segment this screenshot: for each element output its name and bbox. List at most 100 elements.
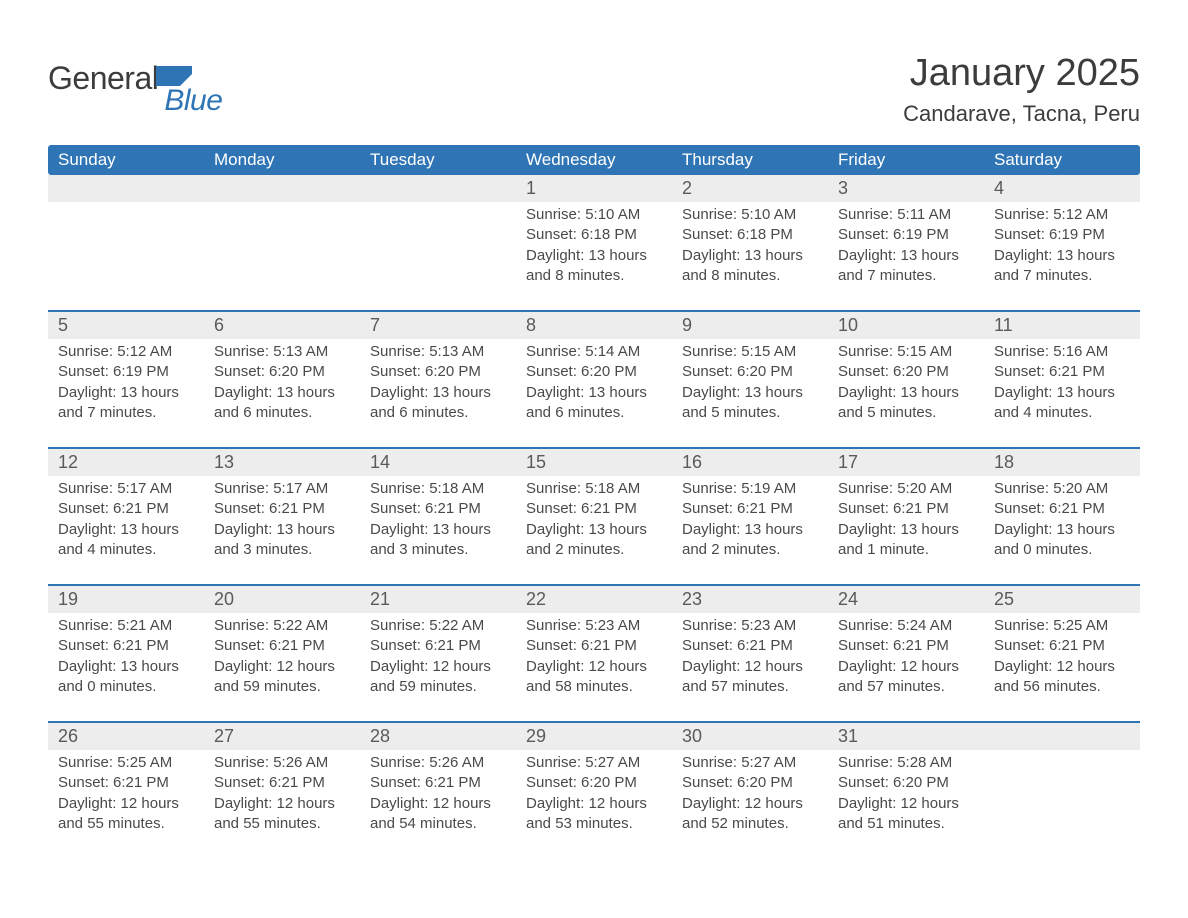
day-number: 23 xyxy=(672,586,828,613)
sunset-text: Sunset: 6:21 PM xyxy=(214,773,350,793)
day-data-row: Sunrise: 5:12 AM Sunset: 6:19 PM Dayligh… xyxy=(48,339,1140,429)
day-number: 1 xyxy=(516,175,672,202)
day-number: 9 xyxy=(672,312,828,339)
daylight-text: Daylight: 12 hours and 58 minutes. xyxy=(526,657,662,698)
sunrise-text: Sunrise: 5:22 AM xyxy=(214,616,350,636)
day-number: 6 xyxy=(204,312,360,339)
day-cell: Sunrise: 5:23 AM Sunset: 6:21 PM Dayligh… xyxy=(516,613,672,703)
sunset-text: Sunset: 6:19 PM xyxy=(838,225,974,245)
sunset-text: Sunset: 6:18 PM xyxy=(682,225,818,245)
day-cell: Sunrise: 5:26 AM Sunset: 6:21 PM Dayligh… xyxy=(204,750,360,840)
sunset-text: Sunset: 6:21 PM xyxy=(214,499,350,519)
day-cell: Sunrise: 5:21 AM Sunset: 6:21 PM Dayligh… xyxy=(48,613,204,703)
sunset-text: Sunset: 6:21 PM xyxy=(838,499,974,519)
sunrise-text: Sunrise: 5:15 AM xyxy=(838,342,974,362)
day-number: 5 xyxy=(48,312,204,339)
sunrise-text: Sunrise: 5:25 AM xyxy=(994,616,1130,636)
sunset-text: Sunset: 6:20 PM xyxy=(526,362,662,382)
daylight-text: Daylight: 13 hours and 4 minutes. xyxy=(58,520,194,561)
sunrise-text: Sunrise: 5:10 AM xyxy=(526,205,662,225)
day-number: 21 xyxy=(360,586,516,613)
day-cell: Sunrise: 5:12 AM Sunset: 6:19 PM Dayligh… xyxy=(984,202,1140,292)
sunrise-text: Sunrise: 5:27 AM xyxy=(682,753,818,773)
sunrise-text: Sunrise: 5:17 AM xyxy=(214,479,350,499)
daylight-text: Daylight: 13 hours and 0 minutes. xyxy=(994,520,1130,561)
daylight-text: Daylight: 13 hours and 4 minutes. xyxy=(994,383,1130,424)
day-number-row: 26 27 28 29 30 31 xyxy=(48,723,1140,750)
sunset-text: Sunset: 6:21 PM xyxy=(214,636,350,656)
sunset-text: Sunset: 6:21 PM xyxy=(58,773,194,793)
day-cell: Sunrise: 5:16 AM Sunset: 6:21 PM Dayligh… xyxy=(984,339,1140,429)
day-cell: Sunrise: 5:22 AM Sunset: 6:21 PM Dayligh… xyxy=(360,613,516,703)
page-subtitle: Candarave, Tacna, Peru xyxy=(903,101,1140,127)
day-cell: Sunrise: 5:13 AM Sunset: 6:20 PM Dayligh… xyxy=(204,339,360,429)
day-cell: Sunrise: 5:22 AM Sunset: 6:21 PM Dayligh… xyxy=(204,613,360,703)
day-cell: Sunrise: 5:19 AM Sunset: 6:21 PM Dayligh… xyxy=(672,476,828,566)
weekday-header-row: Sunday Monday Tuesday Wednesday Thursday… xyxy=(48,145,1140,175)
page-title: January 2025 xyxy=(903,52,1140,95)
day-cell: Sunrise: 5:15 AM Sunset: 6:20 PM Dayligh… xyxy=(828,339,984,429)
day-number xyxy=(984,723,1140,750)
day-number-row: 5 6 7 8 9 10 11 xyxy=(48,312,1140,339)
day-cell: Sunrise: 5:14 AM Sunset: 6:20 PM Dayligh… xyxy=(516,339,672,429)
sunrise-text: Sunrise: 5:23 AM xyxy=(682,616,818,636)
daylight-text: Daylight: 13 hours and 3 minutes. xyxy=(370,520,506,561)
daylight-text: Daylight: 13 hours and 2 minutes. xyxy=(526,520,662,561)
day-data-row: Sunrise: 5:25 AM Sunset: 6:21 PM Dayligh… xyxy=(48,750,1140,840)
day-cell: Sunrise: 5:10 AM Sunset: 6:18 PM Dayligh… xyxy=(516,202,672,292)
week-row: 26 27 28 29 30 31 Sunrise: 5:25 AM Sunse… xyxy=(48,723,1140,840)
day-number: 8 xyxy=(516,312,672,339)
day-cell: Sunrise: 5:11 AM Sunset: 6:19 PM Dayligh… xyxy=(828,202,984,292)
sunset-text: Sunset: 6:20 PM xyxy=(838,773,974,793)
header: General Blue January 2025 Candarave, Tac… xyxy=(48,52,1140,127)
day-cell: Sunrise: 5:13 AM Sunset: 6:20 PM Dayligh… xyxy=(360,339,516,429)
day-number: 17 xyxy=(828,449,984,476)
day-cell: Sunrise: 5:10 AM Sunset: 6:18 PM Dayligh… xyxy=(672,202,828,292)
day-number xyxy=(48,175,204,202)
day-cell: Sunrise: 5:18 AM Sunset: 6:21 PM Dayligh… xyxy=(516,476,672,566)
day-number: 22 xyxy=(516,586,672,613)
daylight-text: Daylight: 13 hours and 8 minutes. xyxy=(526,246,662,287)
sunrise-text: Sunrise: 5:17 AM xyxy=(58,479,194,499)
daylight-text: Daylight: 12 hours and 53 minutes. xyxy=(526,794,662,835)
day-cell: Sunrise: 5:28 AM Sunset: 6:20 PM Dayligh… xyxy=(828,750,984,840)
logo-text-blue: Blue xyxy=(164,84,222,118)
sunrise-text: Sunrise: 5:10 AM xyxy=(682,205,818,225)
day-number: 14 xyxy=(360,449,516,476)
daylight-text: Daylight: 13 hours and 7 minutes. xyxy=(58,383,194,424)
daylight-text: Daylight: 12 hours and 59 minutes. xyxy=(370,657,506,698)
day-cell: Sunrise: 5:15 AM Sunset: 6:20 PM Dayligh… xyxy=(672,339,828,429)
daylight-text: Daylight: 12 hours and 59 minutes. xyxy=(214,657,350,698)
sunrise-text: Sunrise: 5:12 AM xyxy=(994,205,1130,225)
daylight-text: Daylight: 13 hours and 6 minutes. xyxy=(214,383,350,424)
daylight-text: Daylight: 12 hours and 55 minutes. xyxy=(58,794,194,835)
daylight-text: Daylight: 13 hours and 6 minutes. xyxy=(526,383,662,424)
sunset-text: Sunset: 6:21 PM xyxy=(838,636,974,656)
weekday-header: Friday xyxy=(828,145,984,175)
sunrise-text: Sunrise: 5:28 AM xyxy=(838,753,974,773)
day-number: 24 xyxy=(828,586,984,613)
day-cell xyxy=(984,750,1140,840)
day-cell: Sunrise: 5:20 AM Sunset: 6:21 PM Dayligh… xyxy=(828,476,984,566)
daylight-text: Daylight: 12 hours and 56 minutes. xyxy=(994,657,1130,698)
daylight-text: Daylight: 12 hours and 54 minutes. xyxy=(370,794,506,835)
weekday-header: Wednesday xyxy=(516,145,672,175)
sunrise-text: Sunrise: 5:21 AM xyxy=(58,616,194,636)
day-cell: Sunrise: 5:26 AM Sunset: 6:21 PM Dayligh… xyxy=(360,750,516,840)
day-number xyxy=(360,175,516,202)
day-number: 7 xyxy=(360,312,516,339)
day-cell xyxy=(360,202,516,292)
day-number: 28 xyxy=(360,723,516,750)
daylight-text: Daylight: 13 hours and 7 minutes. xyxy=(994,246,1130,287)
sunset-text: Sunset: 6:21 PM xyxy=(994,362,1130,382)
daylight-text: Daylight: 13 hours and 3 minutes. xyxy=(214,520,350,561)
day-cell xyxy=(48,202,204,292)
sunrise-text: Sunrise: 5:13 AM xyxy=(370,342,506,362)
sunset-text: Sunset: 6:21 PM xyxy=(58,636,194,656)
day-number: 26 xyxy=(48,723,204,750)
daylight-text: Daylight: 12 hours and 57 minutes. xyxy=(838,657,974,698)
day-number: 31 xyxy=(828,723,984,750)
day-number-row: 12 13 14 15 16 17 18 xyxy=(48,449,1140,476)
day-data-row: Sunrise: 5:17 AM Sunset: 6:21 PM Dayligh… xyxy=(48,476,1140,566)
day-cell: Sunrise: 5:25 AM Sunset: 6:21 PM Dayligh… xyxy=(48,750,204,840)
